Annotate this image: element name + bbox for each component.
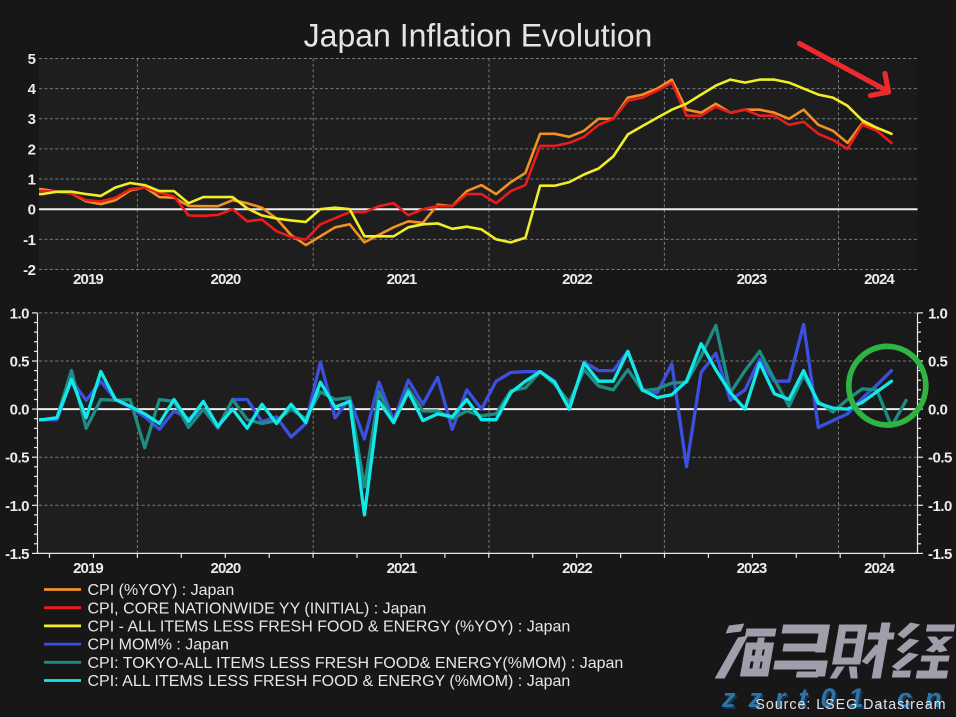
svg-text:-1.0: -1.0 <box>928 498 952 515</box>
svg-text:-1.5: -1.5 <box>928 546 952 563</box>
svg-text:1.0: 1.0 <box>10 305 30 322</box>
svg-text:0.5: 0.5 <box>10 354 30 371</box>
svg-text:CPI (%YOY) : Japan: CPI (%YOY) : Japan <box>88 582 235 599</box>
svg-text:CPI MOM% : Japan: CPI MOM% : Japan <box>88 637 229 654</box>
svg-text:2021: 2021 <box>387 560 417 577</box>
svg-text:2021: 2021 <box>387 271 417 288</box>
svg-text:2020: 2020 <box>211 271 241 288</box>
svg-text:1: 1 <box>28 172 36 189</box>
svg-text:-1.5: -1.5 <box>5 546 29 563</box>
svg-text:2024: 2024 <box>864 271 895 288</box>
svg-text:CPI - ALL ITEMS LESS FRESH FOO: CPI - ALL ITEMS LESS FRESH FOOD & ENERGY… <box>88 619 571 636</box>
svg-text:0.0: 0.0 <box>928 402 948 419</box>
svg-text:0: 0 <box>28 202 36 219</box>
svg-text:CPI: ALL ITEMS LESS FRESH FOOD: CPI: ALL ITEMS LESS FRESH FOOD & ENERGY … <box>88 673 571 690</box>
svg-text:2023: 2023 <box>737 271 767 288</box>
svg-text:2019: 2019 <box>73 560 103 577</box>
svg-text:0.5: 0.5 <box>928 354 948 371</box>
svg-text:-0.5: -0.5 <box>5 450 29 467</box>
svg-text:-2: -2 <box>23 262 35 279</box>
svg-text:5: 5 <box>28 51 36 68</box>
svg-text:0.0: 0.0 <box>10 402 30 419</box>
svg-text:-0.5: -0.5 <box>928 450 952 467</box>
svg-text:-1: -1 <box>23 232 35 249</box>
svg-text:2022: 2022 <box>562 560 592 577</box>
svg-text:zzrt01.cn: zzrt01.cn <box>721 683 955 713</box>
svg-text:4: 4 <box>28 81 37 98</box>
svg-text:CPI, CORE NATIONWIDE YY (INITI: CPI, CORE NATIONWIDE YY (INITIAL) : Japa… <box>88 600 427 617</box>
svg-text:3: 3 <box>28 111 36 128</box>
svg-text:Source: LSEG Datastream: Source: LSEG Datastream <box>755 697 946 713</box>
svg-text:-1.0: -1.0 <box>5 498 29 515</box>
svg-text:2019: 2019 <box>73 271 103 288</box>
svg-text:1.0: 1.0 <box>928 305 948 322</box>
svg-text:2022: 2022 <box>562 271 592 288</box>
svg-text:CPI: TOKYO-ALL ITEMS LESS FRES: CPI: TOKYO-ALL ITEMS LESS FRESH FOOD& EN… <box>88 655 624 672</box>
svg-text:2023: 2023 <box>737 560 767 577</box>
svg-text:Japan Inflation Evolution: Japan Inflation Evolution <box>304 18 653 54</box>
svg-text:2: 2 <box>28 141 36 158</box>
svg-text:2020: 2020 <box>211 560 241 577</box>
svg-text:zzrt01.cn: zzrt01.cn <box>723 685 956 715</box>
svg-text:2024: 2024 <box>864 560 895 577</box>
